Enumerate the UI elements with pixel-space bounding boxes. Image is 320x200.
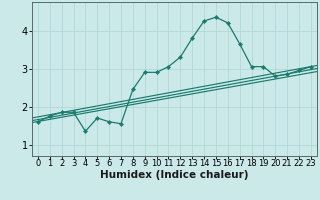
X-axis label: Humidex (Indice chaleur): Humidex (Indice chaleur) xyxy=(100,170,249,180)
